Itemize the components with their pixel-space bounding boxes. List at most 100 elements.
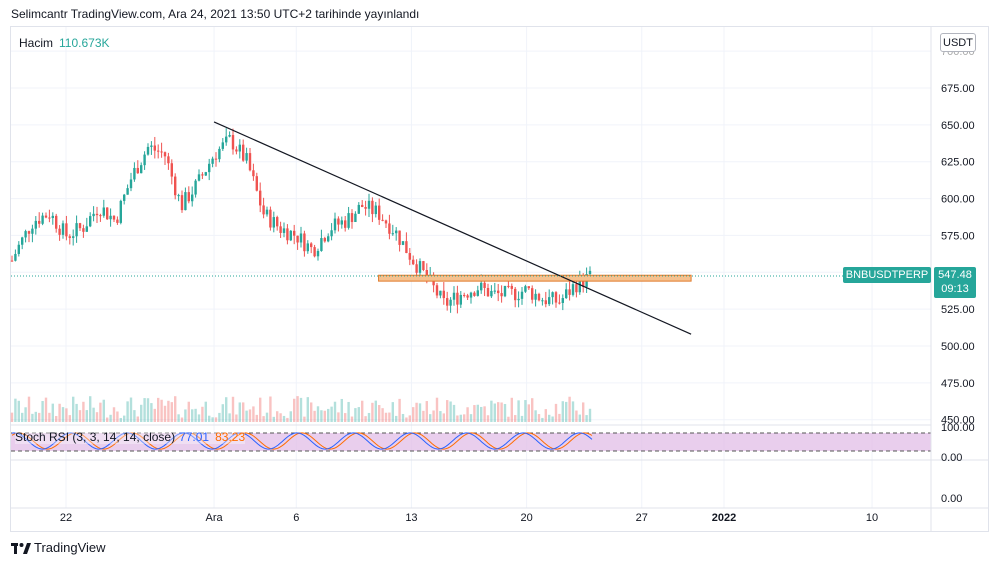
volume-bar bbox=[391, 402, 394, 422]
volume-bar bbox=[85, 410, 88, 422]
volume-bar bbox=[109, 414, 112, 422]
volume-bar bbox=[44, 397, 48, 422]
candle-body bbox=[520, 291, 524, 299]
tradingview-logo-icon bbox=[11, 542, 31, 554]
candle-body bbox=[72, 236, 75, 238]
candle-body bbox=[21, 237, 24, 245]
volume-bar bbox=[72, 396, 75, 422]
candle-body bbox=[174, 176, 177, 196]
candle-body bbox=[412, 259, 415, 265]
volume-bar bbox=[367, 412, 371, 422]
candle-body bbox=[303, 233, 306, 252]
volume-bar bbox=[194, 408, 197, 422]
candle-body bbox=[146, 146, 150, 155]
volume-bar bbox=[435, 397, 439, 422]
candle-body bbox=[367, 200, 371, 209]
candle-body bbox=[44, 215, 48, 218]
candle-body bbox=[235, 149, 238, 152]
volume-bar bbox=[316, 406, 320, 422]
candle-body bbox=[170, 163, 173, 177]
candle-body bbox=[469, 292, 473, 298]
volume-bar bbox=[153, 408, 156, 422]
price-tick-label: 475.00 bbox=[941, 378, 975, 390]
candle-body bbox=[157, 150, 160, 152]
last-price-value: 547.48 bbox=[938, 269, 972, 281]
candles bbox=[10, 128, 592, 314]
volume-bar bbox=[527, 404, 530, 422]
volume-label: Hacim bbox=[19, 36, 54, 50]
candle-body bbox=[136, 167, 139, 174]
volume-bar bbox=[255, 414, 258, 422]
volume-bar bbox=[78, 410, 82, 422]
volume-bar bbox=[371, 402, 374, 422]
candle-body bbox=[588, 270, 592, 275]
volume-bar bbox=[286, 417, 289, 422]
candle-body bbox=[58, 228, 61, 235]
currency-button[interactable]: USDT bbox=[940, 33, 976, 52]
stoch-legend: Stoch RSI (3, 3, 14, 14, close) 77.01 83.2… bbox=[15, 430, 246, 444]
candle-body bbox=[116, 219, 119, 223]
volume-bar bbox=[201, 406, 204, 422]
volume-bar bbox=[245, 410, 248, 422]
volume-bar bbox=[252, 406, 255, 422]
volume-bar bbox=[214, 417, 218, 422]
volume-bar bbox=[116, 411, 119, 422]
volume-bar bbox=[140, 404, 143, 422]
candle-body bbox=[327, 236, 330, 242]
candle-body bbox=[214, 158, 218, 160]
candle-body bbox=[89, 216, 92, 227]
volume-bar bbox=[333, 401, 337, 422]
candle-body bbox=[316, 250, 320, 257]
candle-body bbox=[143, 154, 146, 166]
volume-bar bbox=[197, 414, 201, 422]
volume-bar bbox=[585, 415, 588, 422]
candle-body bbox=[374, 205, 377, 215]
candle-body bbox=[167, 156, 170, 164]
resistance-zone[interactable] bbox=[378, 274, 692, 282]
volume-bar bbox=[24, 407, 27, 422]
candle-body bbox=[384, 220, 388, 224]
volume-bar bbox=[313, 410, 316, 422]
volume-bar bbox=[306, 397, 309, 422]
candle-body bbox=[320, 238, 323, 251]
candle-body bbox=[310, 243, 313, 248]
price-tick-label: 575.00 bbox=[941, 230, 975, 242]
candle-body bbox=[78, 223, 82, 229]
candle-body bbox=[191, 194, 194, 202]
volume-bar bbox=[225, 397, 228, 422]
volume-bar bbox=[238, 402, 241, 422]
candle-body bbox=[163, 152, 167, 157]
volume-bar bbox=[48, 412, 51, 422]
candle-body bbox=[537, 293, 541, 301]
candle-body bbox=[106, 207, 109, 220]
trendline[interactable] bbox=[213, 121, 692, 335]
time-tick-label: 6 bbox=[293, 512, 299, 524]
candle-body bbox=[245, 153, 248, 161]
candle-body bbox=[361, 204, 364, 207]
candle-body bbox=[510, 285, 513, 289]
volume-bar bbox=[561, 401, 564, 422]
volume-bar bbox=[95, 412, 99, 422]
volume-bar bbox=[170, 402, 173, 422]
footer-brand: TradingView bbox=[34, 540, 106, 555]
volume-bar bbox=[221, 404, 224, 422]
candle-body bbox=[41, 215, 44, 224]
volume-bar bbox=[422, 410, 425, 422]
volume-bar bbox=[469, 414, 473, 422]
volume-bar bbox=[68, 415, 71, 422]
volume-bar bbox=[446, 400, 449, 422]
last-price-tag: 547.48 09:13 bbox=[934, 267, 976, 298]
volume-bar bbox=[381, 408, 384, 422]
footer[interactable]: TradingView bbox=[11, 540, 106, 555]
volume-bar bbox=[279, 413, 282, 422]
volume-bar bbox=[119, 417, 122, 422]
stoch-lines bbox=[11, 432, 593, 450]
volume-bar bbox=[167, 400, 170, 422]
volume-bar bbox=[262, 416, 265, 422]
volume-bar bbox=[578, 414, 581, 422]
volume-bar bbox=[129, 397, 133, 422]
volume-bar bbox=[395, 415, 398, 422]
candle-body bbox=[524, 286, 527, 292]
candle-body bbox=[272, 217, 275, 228]
